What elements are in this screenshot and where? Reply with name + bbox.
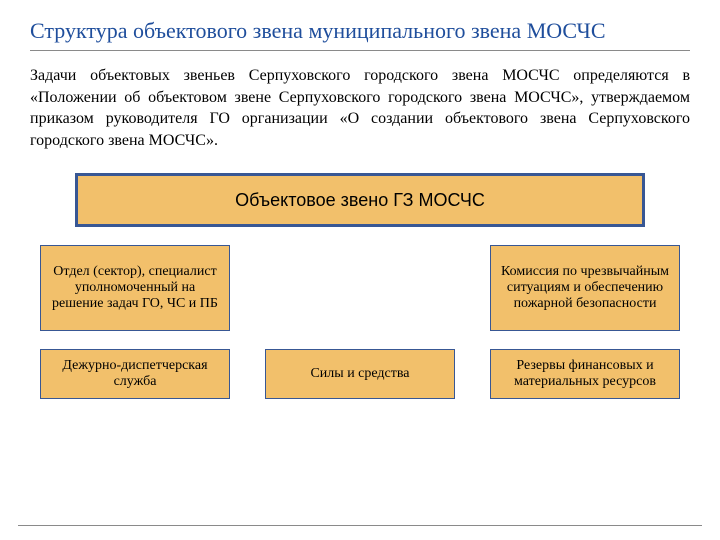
intro-paragraph: Задачи объектовых звеньев Серпуховского … (30, 65, 690, 151)
page: Структура объектового звена муниципально… (0, 0, 720, 540)
box-forces: Силы и средства (265, 349, 455, 399)
footer-rule (18, 525, 702, 526)
row-1: Отдел (сектор), специалист уполномоченны… (40, 245, 680, 331)
page-title: Структура объектового звена муниципально… (30, 18, 690, 51)
row1-spacer (265, 245, 455, 331)
box-dept: Отдел (сектор), специалист уполномоченны… (40, 245, 230, 331)
box-duty: Дежурно-диспетчерская служба (40, 349, 230, 399)
box-reserves: Резервы финансовых и материальных ресурс… (490, 349, 680, 399)
org-diagram: Объектовое звено ГЗ МОСЧС Отдел (сектор)… (40, 173, 680, 399)
row-2: Дежурно-диспетчерская служба Силы и сред… (40, 349, 680, 399)
box-commission: Комиссия по чрезвычайным ситуациям и обе… (490, 245, 680, 331)
top-box: Объектовое звено ГЗ МОСЧС (75, 173, 645, 227)
